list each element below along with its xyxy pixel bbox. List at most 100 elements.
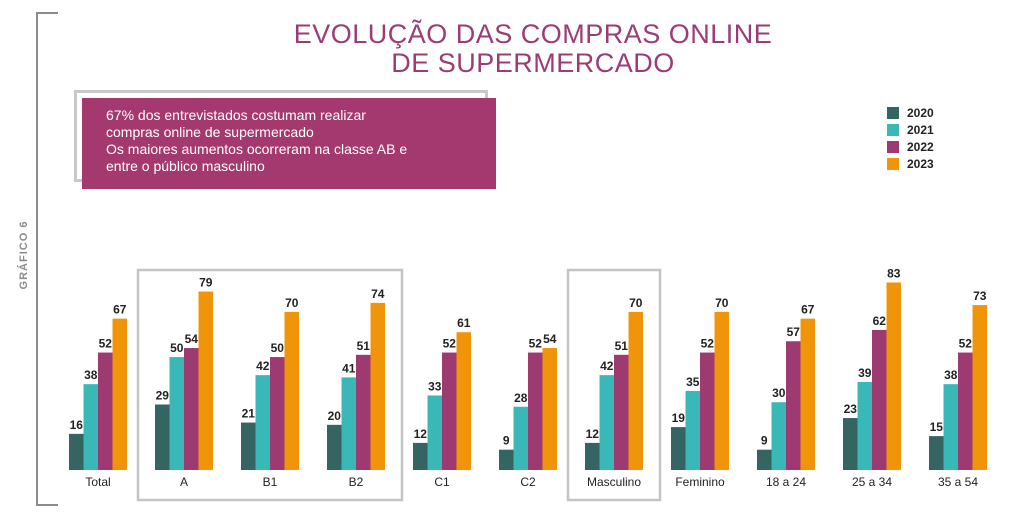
data-label: 28: [514, 391, 528, 405]
bar-2021: [255, 375, 270, 470]
data-label: 52: [529, 337, 543, 351]
bar-2021: [685, 390, 700, 470]
chart-title-line-2: DE SUPERMERCADO: [391, 48, 675, 78]
bar-2020: [413, 442, 428, 470]
bar-2021: [857, 381, 872, 470]
highlight-frame: [136, 268, 404, 502]
bar-2023: [886, 282, 901, 470]
bar-2020: [843, 418, 858, 470]
bar-2023: [628, 311, 643, 470]
bar-2022: [958, 352, 973, 470]
data-label: 50: [271, 341, 285, 355]
data-label: 42: [256, 359, 270, 373]
bar-2022: [98, 352, 113, 470]
chart-title: EVOLUÇÃO DAS COMPRAS ONLINE DE SUPERMERC…: [290, 20, 776, 78]
legend-item-2023: 2023: [887, 155, 934, 172]
legend-label-2022: 2022: [907, 139, 934, 154]
data-label: 62: [873, 314, 887, 328]
bar-2020: [241, 422, 256, 470]
data-label: 41: [342, 361, 356, 375]
bar-2023: [456, 332, 471, 470]
data-label: 38: [84, 368, 98, 382]
bar-2021: [771, 402, 786, 470]
bar-2021: [943, 384, 958, 470]
data-label: 33: [428, 379, 442, 393]
data-label: 61: [457, 316, 471, 330]
bar-2023: [370, 302, 385, 470]
legend-label-2021: 2021: [907, 122, 934, 137]
bar-2020: [69, 433, 84, 470]
bar-2020: [671, 427, 686, 470]
data-label: 20: [328, 409, 342, 423]
highlight-frame: [566, 268, 662, 502]
data-label: 74: [371, 287, 385, 301]
category-label: Feminino: [675, 475, 725, 489]
data-label: 67: [113, 303, 127, 317]
bar-2021: [169, 357, 184, 470]
bar-2020: [327, 424, 342, 470]
data-label: 9: [503, 434, 510, 448]
data-label: 50: [170, 341, 184, 355]
side-bracket: [36, 12, 58, 506]
data-label: 52: [959, 337, 973, 351]
legend-item-2020: 2020: [887, 104, 934, 121]
category-label: 18 a 24: [766, 475, 806, 489]
data-label: 39: [858, 366, 872, 380]
legend-swatch-2020: [887, 106, 899, 119]
bar-2021: [513, 406, 528, 470]
bar-2023: [714, 311, 729, 470]
category-label: Total: [85, 475, 110, 489]
data-label: 54: [543, 332, 557, 346]
legend-label-2020: 2020: [907, 105, 934, 120]
legend-swatch-2021: [887, 123, 899, 136]
legend-swatch-2022: [887, 140, 899, 153]
data-label: 21: [242, 407, 256, 421]
info-box: 67% dos entrevistados costumam realizar …: [82, 98, 496, 189]
data-label: 52: [99, 337, 113, 351]
legend-label-2023: 2023: [907, 156, 934, 171]
data-label: 70: [285, 296, 299, 310]
bar-2020: [585, 442, 600, 470]
legend-swatch-2023: [887, 157, 899, 170]
bar-2023: [112, 318, 127, 470]
data-label: 54: [185, 332, 199, 346]
data-label: 12: [414, 427, 428, 441]
bar-2022: [700, 352, 715, 470]
data-label: 9: [761, 434, 768, 448]
data-label: 67: [801, 303, 815, 317]
data-label: 70: [629, 296, 643, 310]
legend: 2020 2021 2022 2023: [887, 104, 934, 172]
bar-2020: [155, 404, 170, 470]
category-label: Masculino: [587, 475, 641, 489]
data-label: 51: [615, 339, 629, 353]
data-label: 38: [944, 368, 958, 382]
legend-item-2021: 2021: [887, 121, 934, 138]
data-label: 52: [443, 337, 457, 351]
data-label: 52: [701, 337, 715, 351]
bar-2022: [356, 354, 371, 470]
info-line: compras online de supermercado: [106, 124, 314, 140]
chart-title-line-1: EVOLUÇÃO DAS COMPRAS ONLINE: [293, 19, 773, 49]
bar-2022: [270, 357, 285, 470]
bar-2022: [442, 352, 457, 470]
data-label: 42: [600, 359, 614, 373]
data-label: 29: [156, 388, 170, 402]
bar-2020: [929, 436, 944, 470]
bar-2022: [872, 329, 887, 470]
data-label: 57: [787, 325, 801, 339]
category-label: C2: [520, 475, 536, 489]
info-line: 67% dos entrevistados costumam realizar: [106, 107, 366, 123]
category-label: B2: [349, 475, 364, 489]
data-label: 79: [199, 276, 213, 290]
bar-2022: [614, 354, 629, 470]
info-line: entre o público masculino: [106, 158, 265, 174]
data-label: 30: [772, 386, 786, 400]
data-label: 51: [357, 339, 371, 353]
bar-2023: [198, 291, 213, 470]
bar-2021: [341, 377, 356, 470]
info-line: Os maiores aumentos ocorreram na classe …: [106, 141, 408, 157]
bar-2023: [800, 318, 815, 470]
bar-2021: [599, 375, 614, 470]
data-label: 73: [973, 289, 987, 303]
